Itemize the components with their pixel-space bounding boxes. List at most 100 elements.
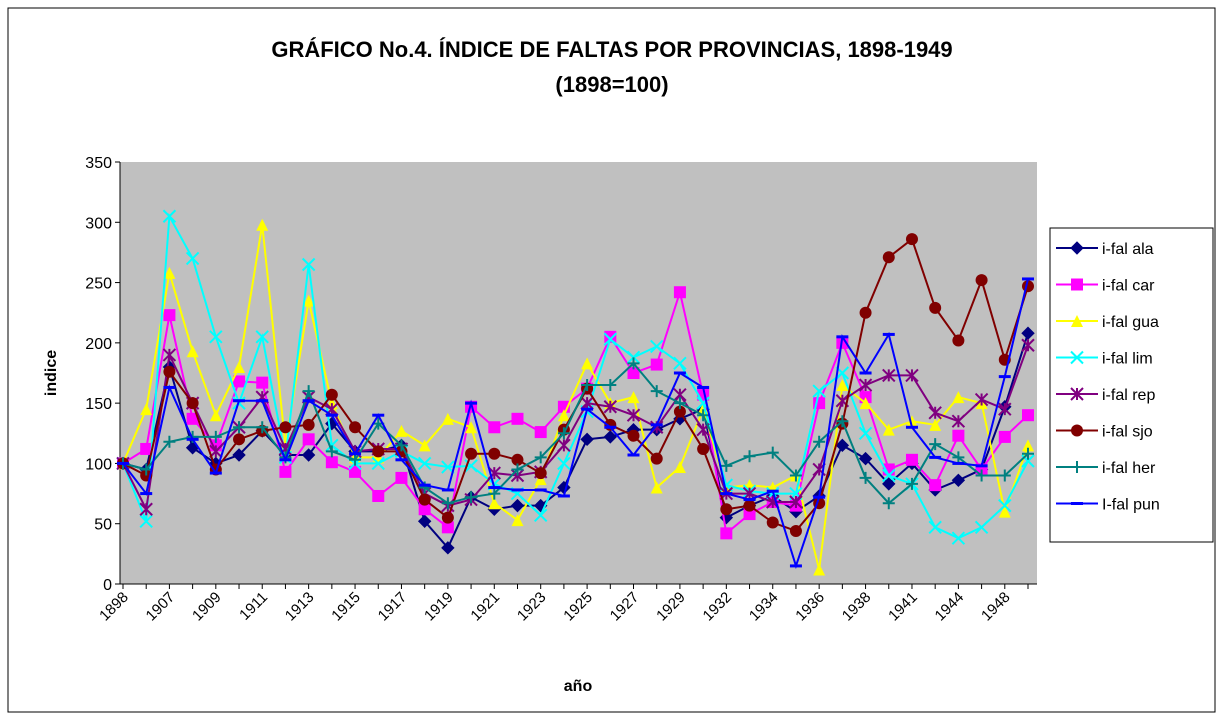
legend-label: i-fal car xyxy=(1102,278,1155,295)
data-point xyxy=(929,438,942,451)
data-point xyxy=(233,421,246,434)
x-axis-label: año xyxy=(564,678,593,695)
data-point xyxy=(603,430,618,444)
data-point xyxy=(255,330,269,344)
data-point xyxy=(627,367,640,379)
data-point xyxy=(511,514,524,527)
data-point xyxy=(975,274,988,287)
data-point xyxy=(372,445,385,458)
data-point xyxy=(534,467,547,480)
data-point xyxy=(256,376,269,389)
data-point xyxy=(905,477,918,490)
data-point xyxy=(441,521,454,534)
data-point xyxy=(998,430,1011,443)
chart-title: GRÁFICO No.4. ÍNDICE DE FALTAS POR PROVI… xyxy=(271,37,952,62)
data-point xyxy=(813,563,826,576)
data-point xyxy=(209,330,223,344)
data-point xyxy=(441,511,454,524)
data-point xyxy=(859,471,872,484)
y-tick-label: 100 xyxy=(85,456,112,473)
data-point xyxy=(650,452,663,465)
data-point xyxy=(952,429,965,442)
data-point xyxy=(533,508,548,522)
data-point xyxy=(952,451,965,464)
data-point xyxy=(882,251,895,264)
series-line xyxy=(122,361,1029,505)
data-point xyxy=(743,499,756,512)
data-point xyxy=(835,438,850,453)
data-point xyxy=(349,421,362,434)
data-point xyxy=(603,332,618,346)
data-point xyxy=(882,423,895,436)
data-point xyxy=(859,397,872,410)
data-point xyxy=(998,469,1011,482)
data-point xyxy=(627,391,640,404)
data-point xyxy=(140,463,153,476)
series-line xyxy=(122,288,1029,536)
data-point xyxy=(441,460,455,474)
data-point xyxy=(511,453,524,466)
data-point xyxy=(511,412,524,425)
data-point xyxy=(697,442,710,455)
data-point xyxy=(139,514,153,529)
y-tick-label: 200 xyxy=(85,336,112,353)
data-point xyxy=(975,469,988,482)
data-point xyxy=(325,445,338,458)
data-point xyxy=(720,503,733,516)
plot-area xyxy=(120,162,1037,584)
data-point xyxy=(465,421,478,434)
data-point xyxy=(256,218,269,231)
data-point xyxy=(534,451,547,464)
data-point xyxy=(139,502,153,516)
legend-marker xyxy=(1071,461,1083,473)
data-point xyxy=(882,497,895,510)
data-point xyxy=(882,477,896,491)
y-tick-label: 300 xyxy=(85,215,112,232)
data-point xyxy=(465,491,478,504)
data-point xyxy=(163,435,176,448)
data-point xyxy=(603,400,618,414)
series-line xyxy=(122,212,1029,540)
data-point xyxy=(882,468,896,483)
chart-subtitle: (1898=100) xyxy=(555,72,668,97)
data-point xyxy=(1021,326,1035,340)
data-point xyxy=(465,447,478,460)
data-point xyxy=(974,520,989,535)
legend-marker xyxy=(1070,350,1084,365)
data-point xyxy=(952,334,965,347)
data-point xyxy=(859,306,872,319)
data-point xyxy=(186,397,199,410)
data-point xyxy=(511,463,524,476)
legend-label: i-fal her xyxy=(1102,460,1156,477)
data-point xyxy=(302,294,315,307)
data-point xyxy=(488,447,501,460)
data-point xyxy=(650,358,663,371)
data-point xyxy=(557,438,571,453)
data-point xyxy=(581,357,594,370)
data-point xyxy=(163,266,176,279)
data-point xyxy=(209,409,222,422)
data-point xyxy=(441,541,455,555)
data-point xyxy=(580,396,594,410)
data-point xyxy=(441,412,454,425)
data-point xyxy=(418,493,431,506)
data-point xyxy=(673,461,686,474)
legend-marker xyxy=(1071,278,1083,291)
data-point xyxy=(928,406,942,420)
data-point xyxy=(604,379,617,392)
legend-label: i-fal lim xyxy=(1102,351,1153,368)
data-point xyxy=(162,348,177,362)
series-line xyxy=(122,278,1029,570)
legend-label: i-fal gua xyxy=(1102,314,1159,331)
data-point xyxy=(929,479,942,492)
data-point xyxy=(905,368,919,383)
data-point xyxy=(743,508,756,521)
data-point xyxy=(279,465,292,478)
data-point xyxy=(812,384,826,398)
data-point xyxy=(186,412,199,425)
data-point xyxy=(371,456,385,471)
y-tick-label: 350 xyxy=(85,155,112,172)
data-point xyxy=(836,415,849,428)
legend-label: i-fal ala xyxy=(1102,241,1154,258)
data-point xyxy=(301,448,316,462)
